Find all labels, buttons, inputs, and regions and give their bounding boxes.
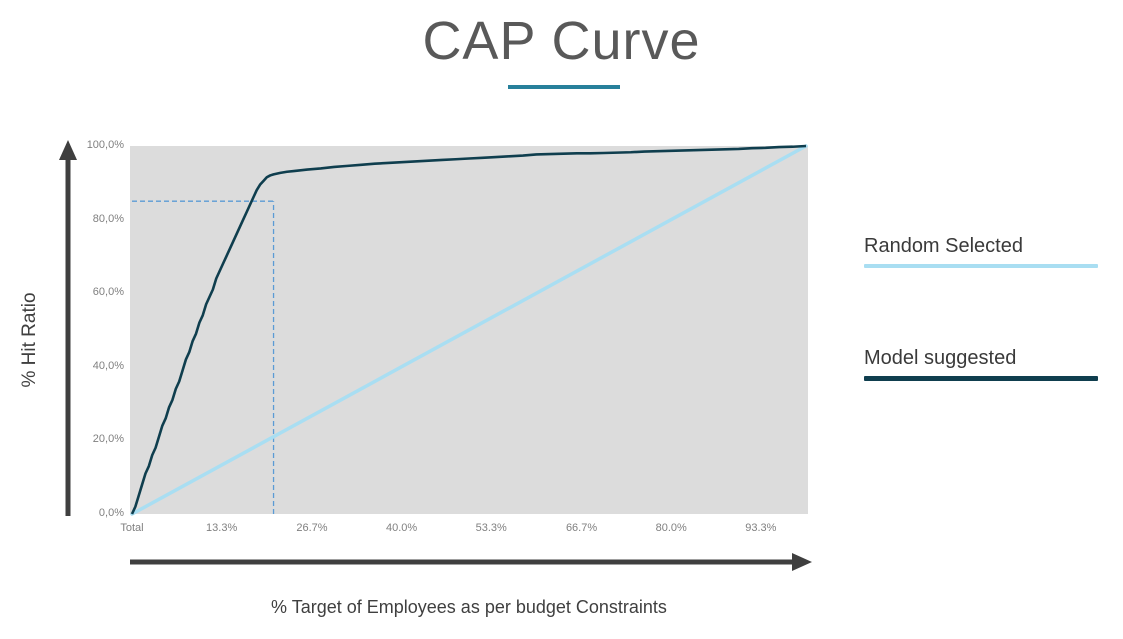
x-tick-label: 13.3% (206, 522, 238, 534)
x-tick-label: 66.7% (565, 522, 598, 534)
legend-line-random-selected (864, 264, 1098, 268)
y-tick-label: 80,0% (92, 212, 124, 225)
y-tick-label: 0,0% (98, 507, 124, 519)
y-tick-label: 40,0% (92, 359, 124, 372)
legend-label-model-suggested: Model suggested (864, 347, 1017, 369)
x-tick-label: 53.3% (475, 522, 507, 534)
x-tick-label: 26.7% (296, 522, 328, 534)
chart-title: CAP Curve (422, 11, 701, 71)
x-tick-label: 93.3% (745, 522, 777, 534)
y-axis-title: % Hit Ratio (19, 292, 40, 388)
x-tick-label: 40.0% (385, 522, 418, 534)
legend-line-model-suggested (864, 376, 1098, 381)
random-selected-line (130, 144, 808, 516)
y-tick-label: 20,0% (92, 433, 124, 446)
x-axis-arrowhead-icon (792, 553, 812, 571)
x-tick-label: 80.0% (655, 522, 687, 534)
title-underline (508, 85, 620, 89)
y-axis-arrowhead-icon (59, 140, 77, 160)
x-tick-label: Total (120, 522, 144, 534)
legend-label-random-selected: Random Selected (864, 235, 1023, 257)
y-tick-label: 100,0% (86, 139, 124, 151)
y-tick-label: 60,0% (92, 286, 124, 299)
model-suggested-line (130, 144, 807, 515)
x-axis-title: % Target of Employees as per budget Cons… (271, 597, 667, 617)
